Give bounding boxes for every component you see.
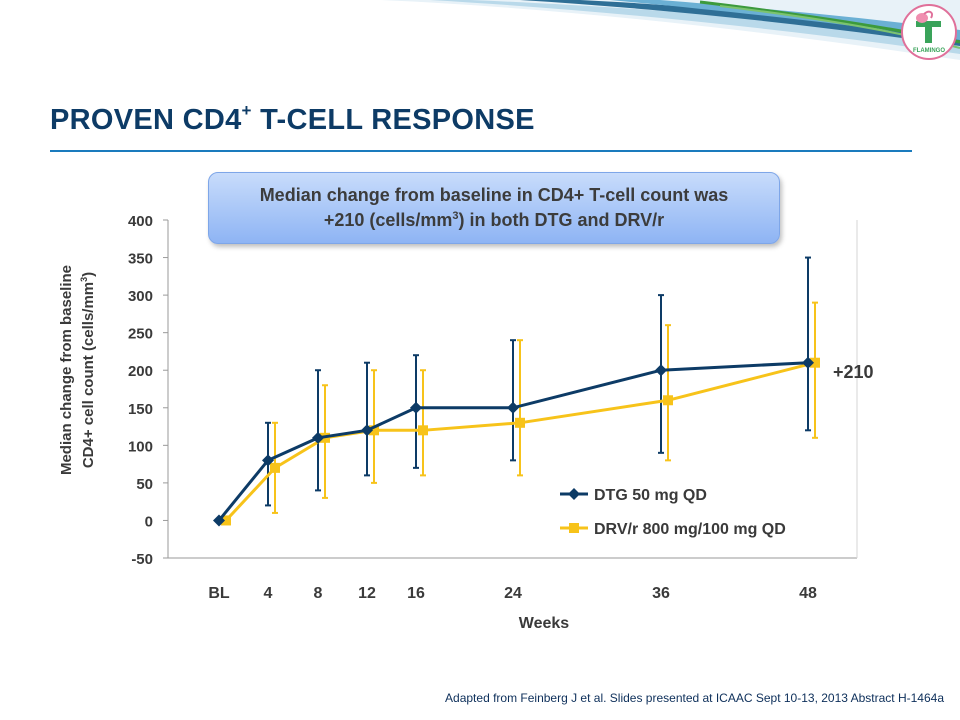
y-tick-label: 150: [128, 401, 153, 418]
data-point-dtg: [507, 402, 519, 414]
data-point-drv: [515, 418, 525, 428]
chart-legend: DTG 50 mg QD DRV/r 800 mg/100 mg QD: [560, 487, 786, 538]
y-tick-label: 250: [128, 326, 153, 343]
chart-series: [213, 357, 820, 527]
data-point-drv: [270, 463, 280, 473]
legend-label: DTG 50 mg QD: [594, 487, 707, 504]
callout-box: Median change from baseline in CD4+ T-ce…: [208, 172, 780, 244]
y-tick-label: -50: [131, 551, 153, 568]
x-tick-label: 24: [504, 585, 522, 602]
y-tick-label: 0: [145, 513, 153, 530]
annotation-plus-210: +210: [833, 362, 874, 382]
x-tick-label: 8: [314, 585, 323, 602]
x-tick-label: 12: [358, 585, 376, 602]
x-tick-label: 36: [652, 585, 670, 602]
y-axis-label-line2-main: CD4+ cell count (cells/mm: [80, 282, 97, 468]
y-tick-label: 400: [128, 213, 153, 230]
x-tick-label: 48: [799, 585, 817, 602]
data-point-drv: [663, 395, 673, 405]
legend-marker-square: [569, 523, 579, 533]
y-tick-label: 350: [128, 251, 153, 268]
y-axis-label-line2: CD4+ cell count (cells/mm3): [79, 272, 97, 468]
x-tick-label: BL: [208, 585, 230, 602]
callout-line2: +210 (cells/mm3) in both DTG and DRV/r: [209, 208, 779, 233]
callout-line1: Median change from baseline in CD4+ T-ce…: [209, 183, 779, 208]
y-tick-label: 200: [128, 363, 153, 380]
x-axis-label: Weeks: [519, 615, 570, 632]
y-tick-label: 50: [136, 476, 153, 493]
y-axis-label-line1: Median change from baseline: [58, 265, 75, 475]
callout-line2-end: ) in both DTG and DRV/r: [459, 210, 665, 230]
x-tick-label: 4: [264, 585, 273, 602]
data-point-dtg: [655, 364, 667, 376]
y-axis-label-line2-end: ): [80, 272, 97, 277]
callout-line2-start: +210 (cells/mm: [324, 210, 453, 230]
x-tick-label: 16: [407, 585, 425, 602]
y-tick-label: 100: [128, 438, 153, 455]
legend-label: DRV/r 800 mg/100 mg QD: [594, 521, 786, 538]
data-point-drv: [418, 425, 428, 435]
cd4-response-chart: -50050100150200250300350400BL 4 8 12 16 24 36 4…: [0, 0, 960, 720]
y-tick-label: 300: [128, 288, 153, 305]
data-point-dtg: [410, 402, 422, 414]
source-citation: Adapted from Feinberg J et al. Slides pr…: [445, 691, 944, 705]
error-bars: [265, 258, 818, 513]
legend-marker-diamond: [568, 488, 580, 500]
y-axis-label: Median change from baseline CD4+ cell co…: [58, 265, 97, 475]
